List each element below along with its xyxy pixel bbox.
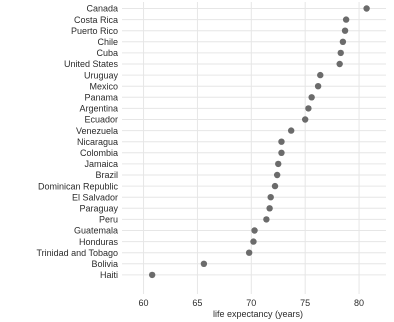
x-tick-label-70: 70 [246,298,256,308]
country-label-guatemala: Guatemala [74,226,118,236]
country-label-nicaragua: Nicaragua [77,137,118,147]
country-label-colombia: Colombia [80,148,118,158]
country-label-uruguay: Uruguay [84,70,119,80]
country-label-bolivia: Bolivia [91,259,118,269]
data-point-nicaragua [278,138,285,145]
data-point-panama [308,94,315,101]
x-tick-label-60: 60 [139,298,149,308]
data-point-costa-rica [342,16,350,23]
country-label-honduras: Honduras [79,237,119,247]
data-point-el-salvador [267,194,274,201]
country-label-venezuela: Venezuela [76,126,118,136]
grid-layer [122,2,386,294]
country-label-el-salvador: El Salvador [72,192,118,202]
data-point-ecuador [301,116,309,123]
data-point-mexico [314,83,322,90]
x-tick-label-65: 65 [192,298,202,308]
x-axis-title: life expectancy (years) [213,309,303,319]
data-point-brazil [273,171,281,179]
data-point-peru [263,216,270,223]
country-label-peru: Peru [99,215,118,225]
country-label-ecuador: Ecuador [84,115,118,125]
x-axis-ticks: 60 65 70 75 80 [139,298,365,308]
country-label-chile: Chile [97,37,118,47]
country-label-trinidad-and-tobago: Trinidad and Tobago [36,248,118,258]
data-point-cuba [337,49,344,57]
country-label-mexico: Mexico [89,81,118,91]
country-label-argentina: Argentina [79,104,118,114]
data-point-uruguay [317,71,324,79]
data-point-paraguay [266,205,273,212]
country-label-cuba: Cuba [96,48,118,58]
data-point-guatemala [251,227,258,234]
data-point-chile [339,38,347,45]
data-point-jamaica [275,160,282,168]
data-point-honduras [250,238,257,245]
data-point-canada [363,5,370,12]
country-label-costa-rica: Costa Rica [74,15,118,25]
country-label-panama: Panama [84,93,118,103]
data-point-venezuela [287,127,295,134]
data-point-haiti [148,271,156,279]
country-label-united-states: United States [64,59,119,69]
data-point-bolivia [200,260,208,267]
data-point-colombia [278,149,285,156]
data-points [148,5,370,279]
country-label-paraguay: Paraguay [79,204,118,214]
country-label-canada: Canada [86,4,118,14]
country-label-jamaica: Jamaica [84,159,118,169]
country-label-brazil: Brazil [95,170,118,180]
data-point-trinidad-and-tobago [245,249,253,256]
x-tick-label-75: 75 [300,298,310,308]
x-tick-label-80: 80 [354,298,364,308]
data-point-argentina [305,105,312,112]
country-label-puerto-rico: Puerto Rico [71,26,118,36]
data-point-puerto-rico [341,27,349,34]
data-point-united-states [336,60,343,68]
country-label-haiti: Haiti [100,270,118,280]
data-point-dominican-republic [271,182,279,190]
country-label-dominican-republic: Dominican Republic [38,181,119,191]
